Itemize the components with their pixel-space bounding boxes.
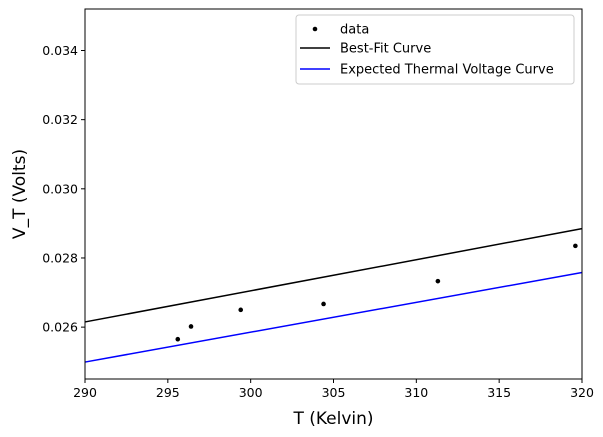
y-axis-title: V_T (Volts) — [10, 149, 30, 239]
series-line-2 — [84, 271, 583, 363]
x-tick-label: 305 — [322, 385, 346, 400]
series-line-1 — [84, 227, 583, 323]
y-axis: 0.026 0.028 0.030 0.032 0.034 — [42, 43, 85, 335]
legend-data-marker — [312, 26, 318, 32]
y-tick-label: 0.026 — [42, 320, 78, 335]
x-tick-label: 315 — [487, 385, 511, 400]
legend-box — [295, 14, 575, 85]
x-axis-title: T (Kelvin) — [292, 409, 373, 429]
y-tick-label: 0.028 — [42, 250, 78, 265]
data-point — [321, 301, 326, 307]
x-tick-label: 300 — [239, 385, 263, 400]
x-tick-label: 295 — [156, 385, 180, 400]
y-tick-label: 0.034 — [42, 43, 78, 58]
legend-label-data: data — [340, 23, 369, 38]
y-tick-label: 0.030 — [42, 181, 78, 196]
legend: data Best-Fit Curve Expected Thermal Vol… — [295, 14, 575, 85]
y-tick-label: 0.032 — [42, 112, 78, 127]
data-point — [188, 324, 194, 329]
x-tick-label: 310 — [404, 385, 428, 400]
x-axis: 290 295 300 305 310 315 320 — [73, 379, 594, 400]
data-point — [175, 336, 181, 342]
legend-label-expected: Expected Thermal Voltage Curve — [340, 63, 554, 78]
x-tick-label: 290 — [73, 385, 97, 400]
data-point — [238, 307, 244, 313]
series-layer — [84, 227, 583, 363]
x-tick-label: 320 — [570, 385, 594, 400]
legend-label-best-fit: Best-Fit Curve — [340, 42, 431, 57]
data-point — [573, 243, 578, 249]
data-point — [435, 278, 441, 284]
